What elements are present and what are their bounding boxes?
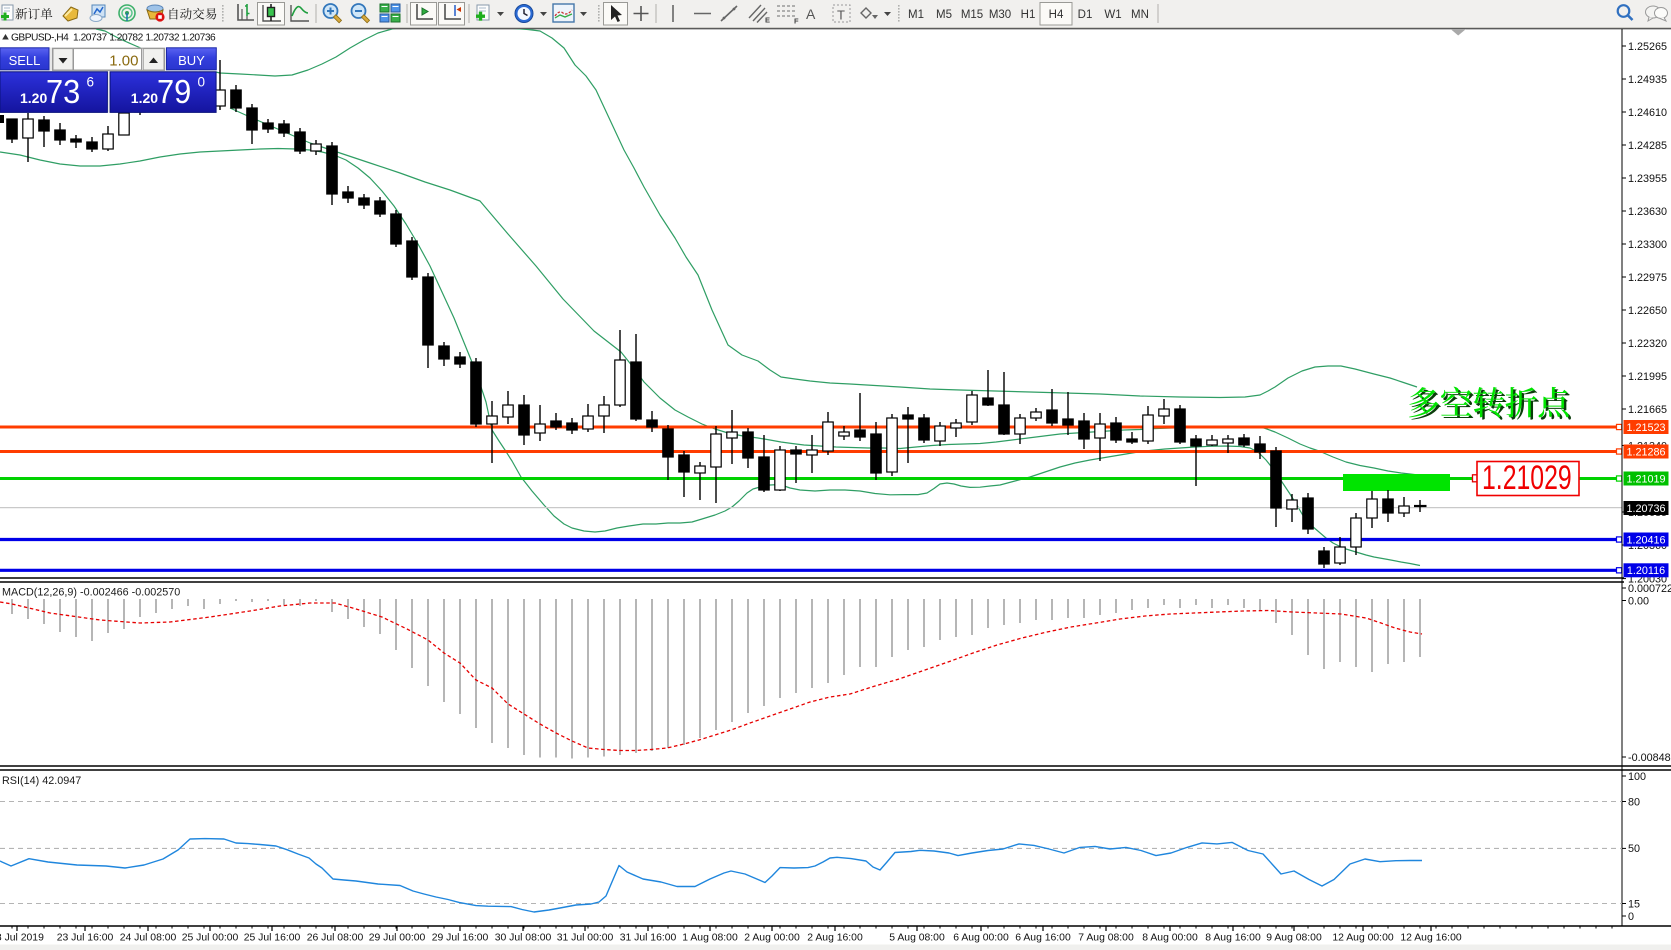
- svg-text:6 Aug 00:00: 6 Aug 00:00: [953, 933, 1009, 944]
- svg-text:30 Jul 08:00: 30 Jul 08:00: [495, 933, 552, 944]
- svg-text:1.22320: 1.22320: [1628, 338, 1667, 350]
- svg-text:1.24285: 1.24285: [1628, 140, 1667, 152]
- svg-text:1.20736: 1.20736: [1626, 503, 1665, 515]
- svg-text:31 Jul 16:00: 31 Jul 16:00: [620, 933, 677, 944]
- svg-text:RSI(14) 42.0947: RSI(14) 42.0947: [2, 775, 81, 787]
- svg-text:A: A: [806, 6, 816, 22]
- svg-text:8 Aug 16:00: 8 Aug 16:00: [1205, 933, 1261, 944]
- svg-text:23 Jul 16:00: 23 Jul 16:00: [57, 933, 114, 944]
- svg-text:1.20116: 1.20116: [1627, 565, 1665, 577]
- svg-text:9 Aug 08:00: 9 Aug 08:00: [1266, 933, 1322, 944]
- svg-text:MACD(12,26,9) -0.002466 -0.002: MACD(12,26,9) -0.002466 -0.002570: [2, 587, 180, 599]
- svg-text:5 Aug 08:00: 5 Aug 08:00: [889, 933, 945, 944]
- svg-text:1.21019: 1.21019: [1626, 473, 1665, 485]
- svg-text:0.000722: 0.000722: [1628, 583, 1671, 595]
- svg-text:1.25265: 1.25265: [1628, 41, 1667, 53]
- svg-text:50: 50: [1628, 843, 1640, 855]
- svg-text:F: F: [794, 17, 799, 26]
- svg-text:M30: M30: [989, 9, 1011, 21]
- svg-text:1.21029: 1.21029: [1482, 459, 1572, 497]
- svg-text:MN: MN: [1131, 9, 1149, 21]
- svg-text:31 Jul 00:00: 31 Jul 00:00: [557, 933, 614, 944]
- svg-text:0: 0: [198, 75, 206, 90]
- svg-text:1.20737: 1.20737: [73, 32, 107, 43]
- svg-text:1.00: 1.00: [109, 52, 138, 69]
- svg-text:8 Aug 00:00: 8 Aug 00:00: [1142, 933, 1198, 944]
- svg-text:1.24935: 1.24935: [1628, 74, 1667, 86]
- svg-text:1 Aug 08:00: 1 Aug 08:00: [682, 933, 738, 944]
- svg-text:12 Aug 16:00: 12 Aug 16:00: [1400, 933, 1461, 944]
- svg-text:6 Aug 16:00: 6 Aug 16:00: [1015, 933, 1071, 944]
- svg-text:1.24610: 1.24610: [1628, 107, 1667, 119]
- svg-text:80: 80: [1628, 796, 1640, 808]
- svg-text:15: 15: [1628, 898, 1640, 910]
- svg-text:0: 0: [1628, 911, 1634, 923]
- svg-text:23 Jul 2019: 23 Jul 2019: [0, 933, 44, 944]
- svg-text:1.20782: 1.20782: [109, 32, 143, 43]
- svg-text:1.21995: 1.21995: [1628, 371, 1667, 383]
- svg-text:100: 100: [1628, 771, 1646, 783]
- svg-text:24 Jul 08:00: 24 Jul 08:00: [120, 933, 177, 944]
- svg-text:M5: M5: [936, 9, 952, 21]
- svg-text:1.20416: 1.20416: [1626, 534, 1665, 546]
- svg-text:1.20: 1.20: [131, 90, 158, 106]
- svg-text:M1: M1: [908, 9, 924, 21]
- svg-text:1.21286: 1.21286: [1626, 446, 1665, 458]
- svg-text:12 Aug 00:00: 12 Aug 00:00: [1332, 933, 1393, 944]
- svg-text:SELL: SELL: [9, 53, 41, 68]
- svg-text:1.20736: 1.20736: [182, 32, 216, 43]
- svg-text:1.23630: 1.23630: [1628, 206, 1667, 218]
- svg-text:1.21523: 1.21523: [1626, 422, 1665, 434]
- svg-text:0.00: 0.00: [1628, 595, 1649, 607]
- svg-text:D1: D1: [1078, 9, 1093, 21]
- svg-text:E: E: [765, 16, 770, 25]
- svg-text:29 Jul 00:00: 29 Jul 00:00: [369, 933, 426, 944]
- svg-text:6: 6: [87, 75, 95, 90]
- svg-text:1.23955: 1.23955: [1628, 173, 1667, 185]
- svg-text:73: 73: [46, 73, 80, 110]
- svg-text:79: 79: [157, 73, 191, 110]
- svg-text:1.22975: 1.22975: [1628, 272, 1667, 284]
- svg-text:1.23300: 1.23300: [1628, 239, 1667, 251]
- svg-text:25 Jul 16:00: 25 Jul 16:00: [244, 933, 301, 944]
- svg-text:M15: M15: [961, 9, 983, 21]
- svg-text:1.21665: 1.21665: [1628, 404, 1667, 416]
- svg-text:7 Aug 08:00: 7 Aug 08:00: [1078, 933, 1134, 944]
- svg-text:1.20: 1.20: [20, 90, 47, 106]
- svg-text:1.20732: 1.20732: [145, 32, 179, 43]
- svg-text:H1: H1: [1021, 9, 1036, 21]
- svg-text:1.22650: 1.22650: [1628, 305, 1667, 317]
- svg-text:H4: H4: [1049, 9, 1064, 21]
- svg-text:-0.00848: -0.00848: [1628, 752, 1671, 764]
- svg-text:W1: W1: [1104, 9, 1121, 21]
- svg-text:2 Aug 16:00: 2 Aug 16:00: [807, 933, 863, 944]
- svg-text:T: T: [837, 8, 845, 23]
- svg-text:BUY: BUY: [178, 53, 205, 68]
- svg-text:2 Aug 00:00: 2 Aug 00:00: [744, 933, 800, 944]
- svg-text:25 Jul 00:00: 25 Jul 00:00: [182, 933, 239, 944]
- svg-text:26 Jul 08:00: 26 Jul 08:00: [307, 933, 364, 944]
- svg-text:GBPUSD-,H4: GBPUSD-,H4: [11, 32, 69, 43]
- svg-text:29 Jul 16:00: 29 Jul 16:00: [432, 933, 489, 944]
